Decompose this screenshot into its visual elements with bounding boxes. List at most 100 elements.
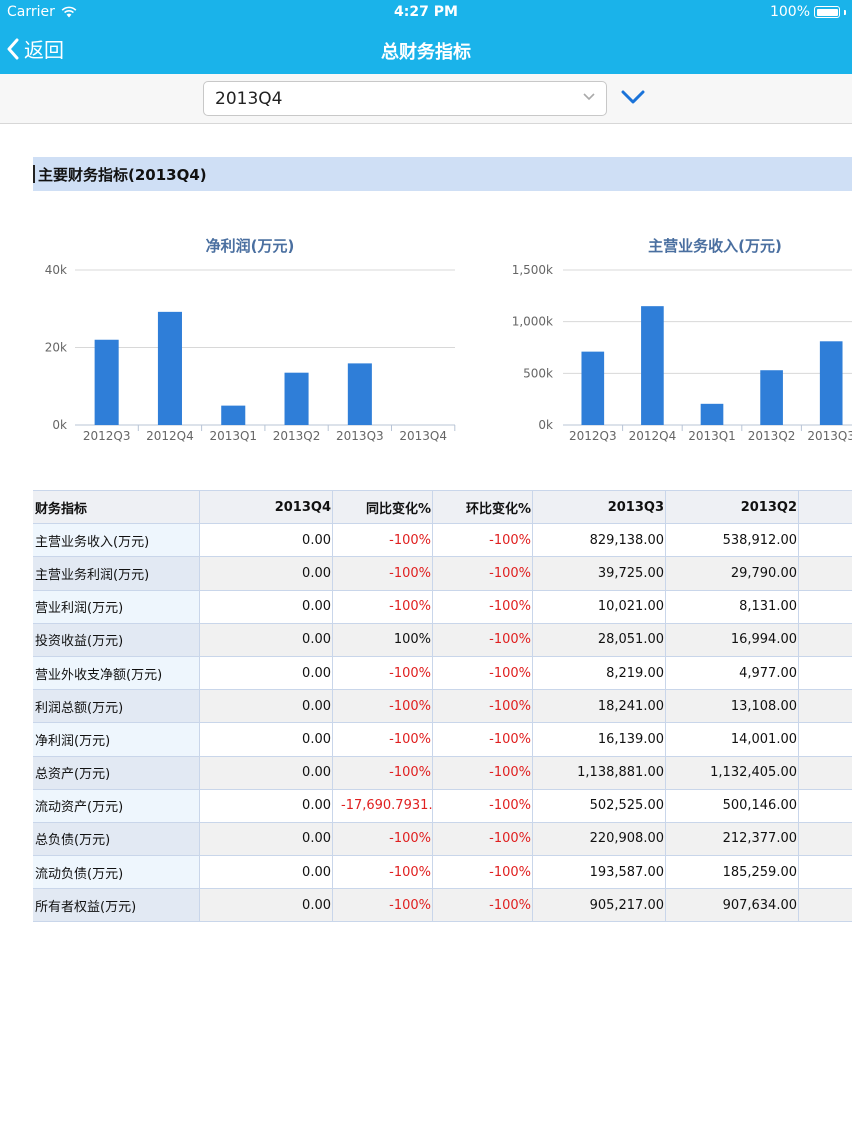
y-tick-label: 1,000k: [512, 315, 553, 329]
back-button[interactable]: 返回: [6, 34, 64, 63]
value-cell: 0.00: [200, 723, 333, 756]
table-row[interactable]: 总资产(万元) 0.00 -100% -100% 1,138,881.00 1,132,4…: [33, 756, 852, 790]
value-cell: 8,219.00: [533, 656, 666, 690]
table-row[interactable]: 营业利润(万元) 0.00 -100% -100% 10,021.00 8,131.00: [33, 590, 852, 624]
value-cell: 220,908.00: [533, 822, 666, 856]
value-cell: -100%: [333, 690, 433, 723]
value-cell: 0.00: [200, 524, 333, 557]
indicator-name-cell: 主营业务利润(万元): [33, 557, 200, 590]
value-cell: 39,725.00: [533, 557, 666, 590]
value-cell: 10,021.00: [533, 590, 666, 623]
x-tick-label: 2013Q4: [399, 429, 447, 443]
bar-2012Q4[interactable]: [157, 311, 182, 425]
section-header: 主要财务指标(2013Q4): [33, 157, 852, 191]
chevron-down-icon: [583, 93, 595, 101]
value-cell: 907,634.00: [666, 889, 799, 922]
value-cell: 16,994.00: [666, 623, 799, 656]
table-row[interactable]: 净利润(万元) 0.00 -100% -100% 16,139.00 14,001.00: [33, 723, 852, 757]
column-header: 财务指标: [33, 491, 200, 524]
value-cell: [799, 856, 852, 888]
value-cell: -100%: [333, 889, 433, 922]
value-cell: 29,790.00: [666, 557, 799, 590]
value-cell: -100%: [433, 789, 533, 822]
value-cell: [799, 624, 852, 656]
value-cell: -100%: [433, 623, 533, 656]
bar-2013Q3[interactable]: [819, 341, 843, 425]
value-cell: 100%: [333, 623, 433, 656]
bar-2012Q4[interactable]: [641, 306, 664, 425]
value-cell: -100%: [333, 656, 433, 690]
value-cell: -100%: [433, 889, 533, 922]
section-title: 主要财务指标(2013Q4): [38, 166, 207, 184]
carrier-label: Carrier: [7, 4, 55, 20]
y-tick-label: 1,500k: [512, 263, 553, 277]
column-header: 2013Q2: [666, 491, 799, 524]
table-row[interactable]: 所有者权益(万元) 0.00 -100% -100% 905,217.00 907,634…: [33, 889, 852, 923]
value-cell: 0.00: [200, 856, 333, 889]
y-tick-label: 20k: [45, 341, 67, 355]
bar-2012Q3[interactable]: [94, 339, 119, 425]
value-cell: -100%: [333, 822, 433, 856]
column-header: 2013Q4: [200, 491, 333, 524]
value-cell: -100%: [433, 756, 533, 789]
bar-2013Q2[interactable]: [284, 372, 309, 425]
value-cell: [799, 823, 852, 855]
table-row[interactable]: 利润总额(万元) 0.00 -100% -100% 18,241.00 13,108.00: [33, 690, 852, 724]
value-cell: 905,217.00: [533, 889, 666, 922]
period-select[interactable]: 2013Q4: [203, 81, 607, 116]
table-row[interactable]: 总负债(万元) 0.00 -100% -100% 220,908.00 212,377.0…: [33, 822, 852, 857]
value-cell: 4,977.00: [666, 656, 799, 690]
y-tick-label: 0k: [538, 418, 553, 432]
column-header: 环比变化%: [433, 491, 533, 524]
bar-2012Q3[interactable]: [581, 351, 605, 425]
indicator-name-cell: 营业利润(万元): [33, 590, 200, 623]
indicator-name-cell: 主营业务收入(万元): [33, 524, 200, 557]
x-tick-label: 2013Q1: [688, 429, 736, 443]
main-revenue-chart: 主营业务收入(万元) 0k 500k 1,000k 1,500k 2012Q3 2012Q4…: [512, 237, 852, 443]
value-cell: 0.00: [200, 789, 333, 822]
value-cell: [799, 889, 852, 921]
financial-indicators-table: 财务指标 2013Q4 同比变化% 环比变化% 2013Q3 2013Q2 主营业务收入(万…: [33, 490, 852, 923]
value-cell: [799, 757, 852, 789]
value-cell: 212,377.00: [666, 822, 799, 856]
battery-icon: [814, 6, 840, 18]
bar-2013Q2[interactable]: [760, 370, 783, 425]
chart-title: 主营业务收入(万元): [648, 237, 782, 255]
value-cell: 16,139.00: [533, 723, 666, 756]
value-cell: -100%: [333, 524, 433, 557]
table-row[interactable]: 主营业务利润(万元) 0.00 -100% -100% 39,725.00 29,790.…: [33, 557, 852, 591]
bar-2013Q3[interactable]: [347, 363, 372, 425]
value-cell: -100%: [333, 557, 433, 590]
value-cell: 0.00: [200, 656, 333, 690]
table-row[interactable]: 投资收益(万元) 0.00 100% -100% 28,051.00 16,994.00: [33, 623, 852, 657]
value-cell: -100%: [333, 756, 433, 789]
period-selector-bar: 2013Q4: [0, 74, 852, 124]
value-cell: 0.00: [200, 590, 333, 623]
value-cell: 13,108.00: [666, 690, 799, 723]
table-row[interactable]: 流动资产(万元) 0.00 -17,690.7931… -100% 502,525.00…: [33, 789, 852, 823]
column-header: 2013Q3: [533, 491, 666, 524]
value-cell: 829,138.00: [533, 524, 666, 557]
battery-indicator: 100%: [770, 4, 846, 20]
status-bar: Carrier 4:27 PM 100%: [0, 0, 852, 24]
indicator-name-cell: 净利润(万元): [33, 723, 200, 756]
bar-2013Q1[interactable]: [221, 405, 246, 425]
table-row[interactable]: 营业外收支净额(万元) 0.00 -100% -100% 8,219.00 4,977.0…: [33, 656, 852, 691]
table-row[interactable]: 主营业务收入(万元) 0.00 -100% -100% 829,138.00 538,91…: [33, 524, 852, 558]
value-cell: 500,146.00: [666, 789, 799, 822]
table-row[interactable]: 流动负债(万元) 0.00 -100% -100% 193,587.00 185,259.…: [33, 856, 852, 890]
value-cell: [799, 723, 852, 755]
bar-2013Q1[interactable]: [700, 403, 724, 425]
indicator-name-cell: 利润总额(万元): [33, 690, 200, 723]
value-cell: 0.00: [200, 889, 333, 922]
value-cell: [799, 591, 852, 623]
x-tick-label: 2013Q3: [807, 429, 852, 443]
wifi-icon: [61, 6, 77, 18]
back-label: 返回: [24, 38, 64, 62]
value-cell: -100%: [433, 856, 533, 889]
value-cell: -100%: [433, 822, 533, 856]
expand-chevron-icon[interactable]: [620, 88, 646, 108]
value-cell: -100%: [433, 557, 533, 590]
column-header: [799, 491, 852, 523]
